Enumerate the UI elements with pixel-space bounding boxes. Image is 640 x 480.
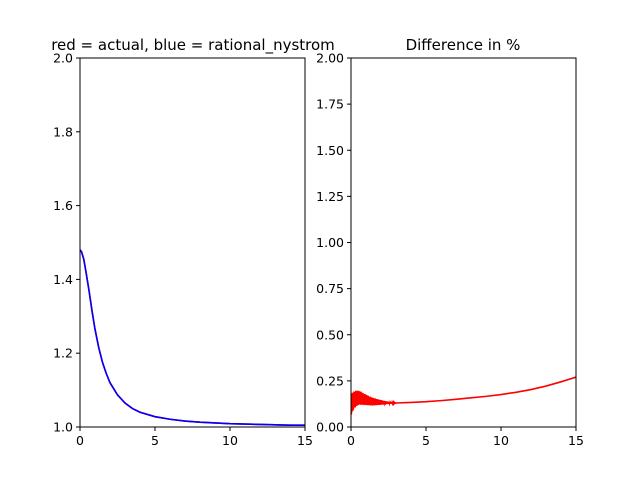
right-y-tick-label: 0.25 bbox=[316, 373, 344, 388]
right-y-tick-label: 1.75 bbox=[316, 97, 344, 112]
left-y-tick-label: 1.2 bbox=[53, 346, 73, 361]
right-series-line-0 bbox=[351, 376, 576, 406]
right-y-tick-label: 0.50 bbox=[316, 327, 344, 342]
left-x-tick-label: 0 bbox=[76, 433, 84, 448]
left-y-tick-label: 2.0 bbox=[53, 51, 73, 66]
right-y-tick-label: 0.75 bbox=[316, 281, 344, 296]
right-y-tick-label: 2.00 bbox=[316, 51, 344, 66]
left-series-group bbox=[80, 249, 305, 426]
left-y-tick-label: 1.0 bbox=[53, 420, 73, 435]
left-axes-frame bbox=[79, 57, 306, 428]
left-x-tick-label: 5 bbox=[151, 433, 159, 448]
left-series-line-1 bbox=[80, 249, 305, 426]
right-x-tick-label: 15 bbox=[568, 433, 584, 448]
right-x-tick-label: 10 bbox=[493, 433, 509, 448]
left-x-tick-label: 10 bbox=[222, 433, 238, 448]
right-y-tick-label: 1.50 bbox=[316, 143, 344, 158]
right-axes: Difference in % 0 5 10 15 0.00 0.25 0.50 0.75 1.… bbox=[316, 36, 584, 448]
left-y-tick-label: 1.8 bbox=[53, 124, 73, 139]
left-y-tick-label: 1.6 bbox=[53, 198, 73, 213]
right-series-group bbox=[351, 376, 576, 415]
left-ticks-group: 0 5 10 15 1.0 1.2 1.4 1.6 1.8 2.0 bbox=[53, 51, 313, 449]
left-chart-title: red = actual, blue = rational_nystrom bbox=[51, 36, 335, 55]
right-x-tick-label: 5 bbox=[422, 433, 430, 448]
right-ticks-group: 0 5 10 15 0.00 0.25 0.50 0.75 1.00 1.25 1.50 1.75 2.… bbox=[316, 51, 584, 449]
right-y-tick-label: 0.00 bbox=[316, 420, 344, 435]
right-x-tick-label: 0 bbox=[347, 433, 355, 448]
right-y-tick-label: 1.25 bbox=[316, 189, 344, 204]
left-y-tick-label: 1.4 bbox=[53, 272, 73, 287]
left-x-tick-label: 15 bbox=[297, 433, 313, 448]
right-chart-title: Difference in % bbox=[406, 36, 521, 54]
right-y-tick-label: 1.00 bbox=[316, 235, 344, 250]
left-axes: red = actual, blue = rational_nystrom 0 5… bbox=[51, 36, 335, 448]
